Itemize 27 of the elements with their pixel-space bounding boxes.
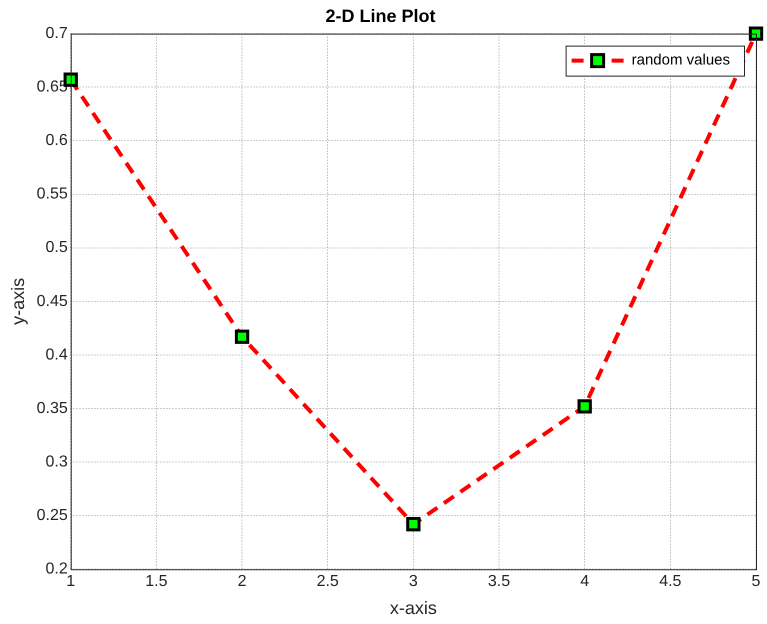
x-tick-label: 2.5 xyxy=(316,573,339,590)
x-tick-label: 3.5 xyxy=(488,573,510,590)
point xyxy=(406,517,421,532)
x-tick-label: 5 xyxy=(752,573,761,590)
x-tick-label: 1.5 xyxy=(145,573,168,590)
y-tick-label: 0.25 xyxy=(36,507,68,524)
y-axis-title: y-axis xyxy=(8,278,28,325)
legend-label: random values xyxy=(632,52,730,69)
y-tick-label: 0.45 xyxy=(36,292,68,310)
y-tick-label: 0.3 xyxy=(45,453,68,470)
x-axis-title: x-axis xyxy=(390,598,437,618)
y-tick-label: 0.35 xyxy=(36,400,68,417)
x-tick-label: 4 xyxy=(580,573,590,590)
chart-title: 2-D Line Plot xyxy=(325,6,436,26)
x-tick-label: 4.5 xyxy=(659,573,682,590)
x-tick-label: 1 xyxy=(66,573,76,590)
y-tick-label: 0.7 xyxy=(45,25,68,42)
point xyxy=(748,26,764,41)
y-tick-label: 0.5 xyxy=(45,239,68,256)
y-tick-label: 0.4 xyxy=(45,346,68,364)
x-tick-label: 3 xyxy=(408,573,418,590)
point xyxy=(578,399,592,414)
point xyxy=(234,330,250,344)
y-tick-label: 0.2 xyxy=(45,560,68,578)
x-tick-label: 2 xyxy=(238,573,247,590)
y-tick-label: 0.55 xyxy=(36,186,68,203)
y-tick-label: 0.6 xyxy=(45,132,68,150)
